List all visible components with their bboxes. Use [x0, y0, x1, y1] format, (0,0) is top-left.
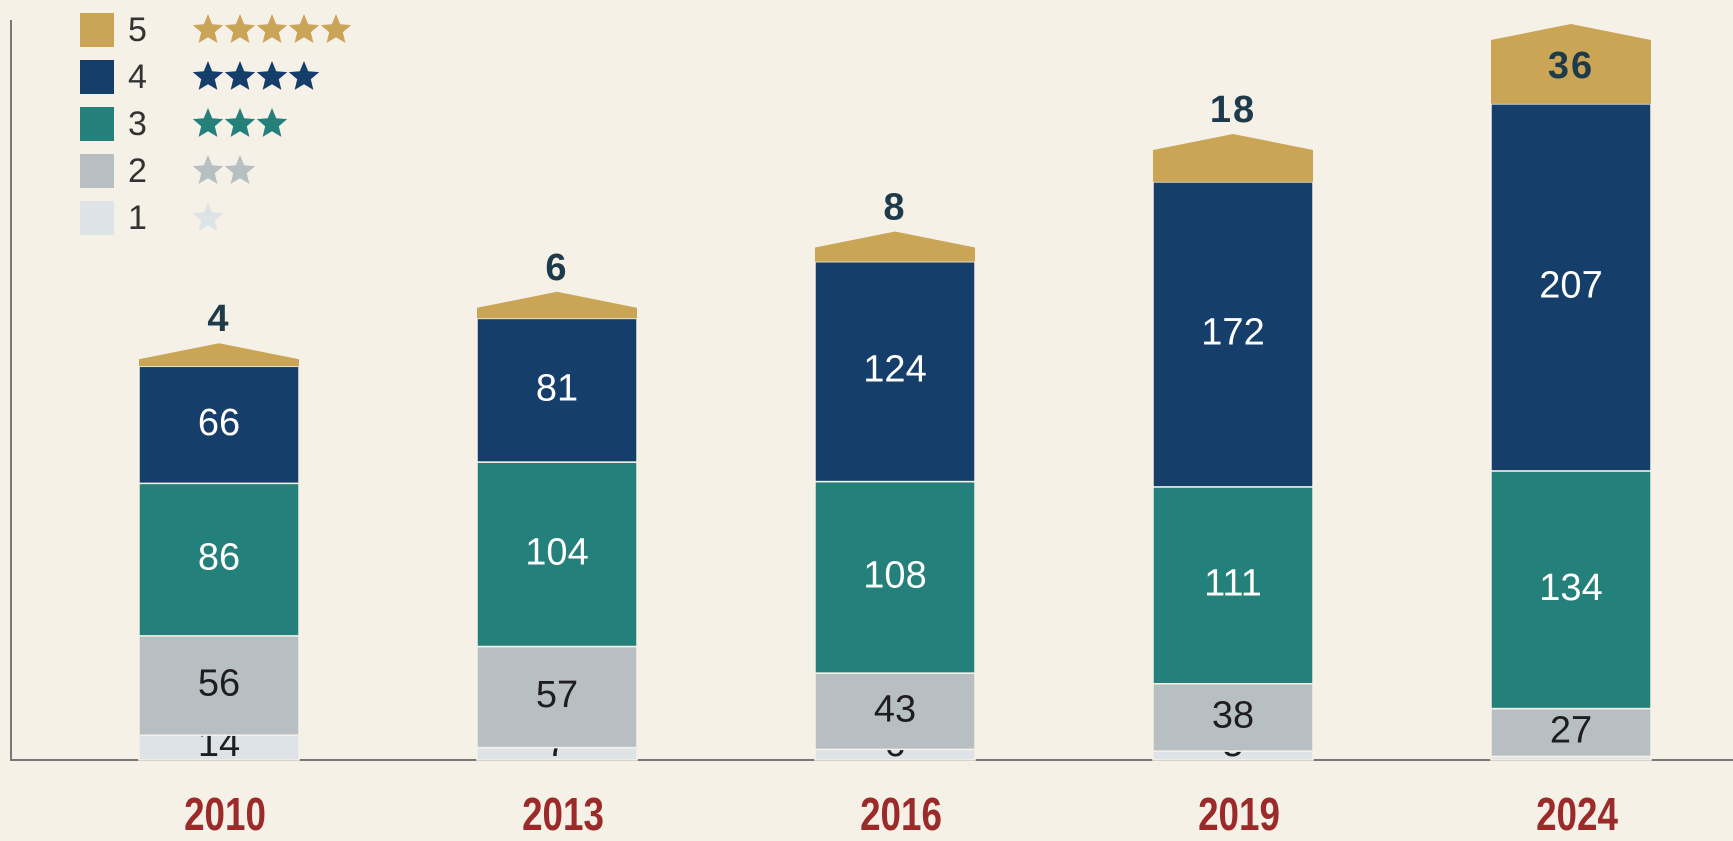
- legend-swatch: [80, 107, 114, 141]
- bar-segment: [139, 343, 299, 367]
- legend-star: [256, 14, 288, 43]
- value-label: 4: [207, 298, 230, 340]
- bar-segment: [1152, 486, 1314, 685]
- x-tick-label: 2013: [522, 788, 604, 840]
- bar-segment: [476, 317, 638, 463]
- value-label: 27: [1550, 710, 1592, 752]
- value-label: 81: [536, 367, 578, 409]
- legend-star: [256, 108, 288, 137]
- bar-segment: [815, 231, 975, 262]
- legend-star: [224, 108, 256, 137]
- value-label: 57: [536, 674, 578, 716]
- bar-segment: [814, 480, 976, 674]
- legend-star: [256, 61, 288, 90]
- legend-swatch: [80, 154, 114, 188]
- legend-star: [224, 61, 256, 90]
- value-label: 56: [198, 663, 240, 705]
- value-label: 86: [198, 537, 240, 579]
- bar-segment: [814, 260, 976, 483]
- bar-segment: [1490, 470, 1652, 710]
- legend-label: 5: [128, 11, 147, 49]
- bar-segment: [1491, 24, 1651, 104]
- value-label: 66: [198, 402, 240, 444]
- bar-segment: [138, 635, 300, 736]
- legend-star: [192, 202, 224, 231]
- value-label: 124: [863, 349, 926, 391]
- bar-segment: [1490, 103, 1652, 472]
- legend-star: [192, 14, 224, 43]
- value-label: 6: [545, 247, 568, 289]
- value-label: 207: [1539, 264, 1602, 306]
- legend-star: [288, 14, 320, 43]
- legend-swatch: [80, 201, 114, 235]
- legend-star: [192, 155, 224, 184]
- value-label: 43: [874, 688, 916, 730]
- legend-star: [224, 155, 256, 184]
- legend-label: 2: [128, 152, 147, 190]
- bar-segment: [477, 291, 637, 319]
- legend-star: [192, 61, 224, 90]
- value-label: 111: [1204, 562, 1262, 604]
- value-label: 134: [1539, 567, 1602, 609]
- value-label: 36: [1548, 45, 1594, 87]
- value-label: 108: [863, 554, 926, 596]
- legend-star: [224, 14, 256, 43]
- legend-swatch: [80, 13, 114, 47]
- value-label: 18: [1210, 89, 1256, 131]
- legend-label: 4: [128, 58, 147, 96]
- legend-label: 3: [128, 105, 147, 143]
- bar-segment: [476, 645, 638, 749]
- bar-segment: [1152, 682, 1314, 752]
- x-tick-label: 2010: [184, 788, 266, 840]
- x-tick-label: 2019: [1198, 788, 1280, 840]
- bar-segment: [138, 365, 300, 485]
- x-tick-label: 2016: [860, 788, 942, 840]
- bar-segment: [138, 482, 300, 637]
- value-label: 8: [883, 187, 906, 229]
- legend-star: [192, 108, 224, 137]
- value-label: 104: [525, 531, 588, 573]
- value-label: 172: [1201, 311, 1264, 353]
- bar-segment: [476, 461, 638, 648]
- legend-star: [320, 14, 352, 43]
- bar-segment: [814, 672, 976, 751]
- legend-swatch: [80, 60, 114, 94]
- legend-star: [288, 61, 320, 90]
- bar-segment: [1152, 181, 1314, 488]
- value-label: 38: [1212, 694, 1254, 736]
- bar-segment: [1153, 133, 1313, 182]
- x-tick-label: 2024: [1536, 788, 1618, 840]
- bar-segment: [138, 734, 300, 761]
- legend-label: 1: [128, 199, 147, 237]
